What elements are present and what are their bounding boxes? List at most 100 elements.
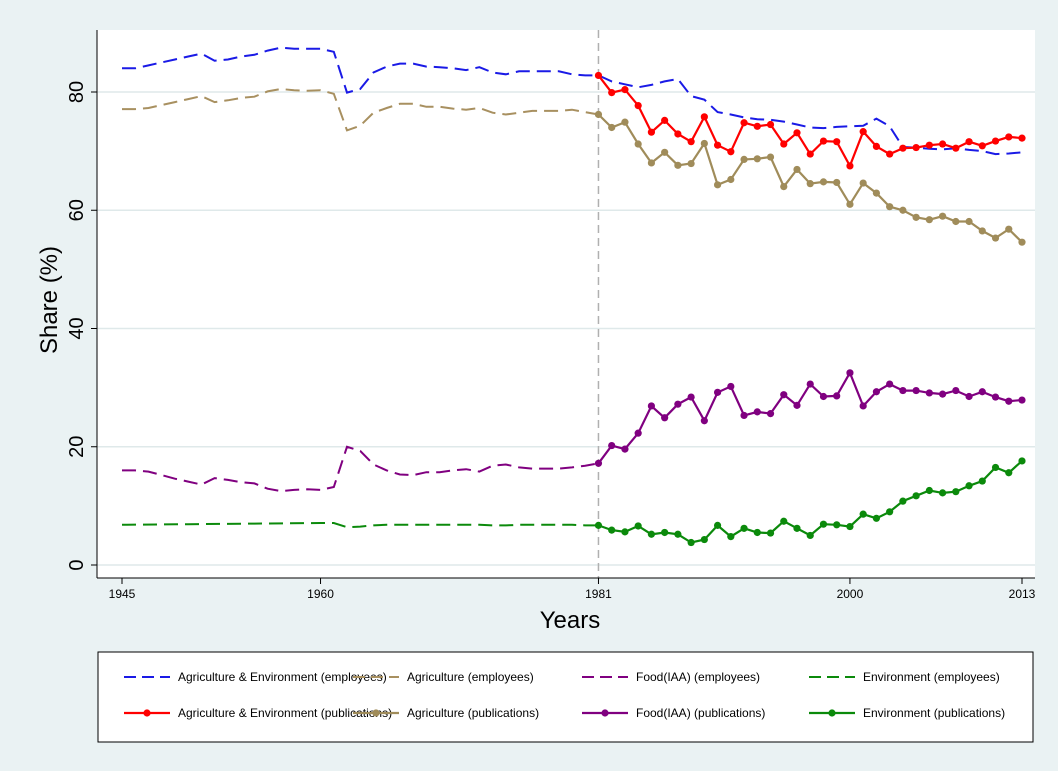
point-agriculture-environment-publications-2007	[938, 140, 947, 148]
point-food-iaa-publications-2013	[1018, 396, 1026, 404]
point-agriculture-environment-publications-1998	[819, 137, 828, 145]
point-environment-publications-1982	[608, 526, 616, 534]
point-environment-publications-1985	[647, 530, 656, 538]
point-food-iaa-publications-1982	[608, 441, 616, 450]
legend-marker-agriculture-publications	[372, 709, 380, 717]
point-agriculture-environment-publications-1989	[700, 113, 708, 121]
point-agriculture-environment-publications-1983	[621, 86, 629, 94]
plot-area	[97, 30, 1035, 578]
legend-item-environment-employees: Environment (employees)	[809, 670, 1000, 684]
point-agriculture-publications-2009	[965, 217, 973, 226]
point-agriculture-environment-publications-2001	[859, 128, 867, 136]
point-agriculture-publications-1985	[647, 159, 656, 167]
point-agriculture-publications-2011	[991, 234, 1000, 242]
point-agriculture-environment-publications-2012	[1005, 133, 1013, 141]
y-tick-label-80: 80	[66, 81, 88, 103]
point-agriculture-environment-publications-1981	[594, 71, 603, 80]
point-environment-publications-1988	[687, 538, 695, 547]
point-agriculture-publications-1989	[700, 139, 708, 148]
point-food-iaa-publications-2011	[991, 393, 1000, 401]
point-agriculture-publications-1999	[833, 178, 841, 187]
point-agriculture-publications-1983	[621, 118, 629, 126]
point-agriculture-environment-publications-2008	[952, 144, 960, 152]
point-agriculture-environment-publications-2011	[991, 137, 1000, 145]
legend-label-environment-employees: Environment (employees)	[863, 670, 1000, 684]
point-environment-publications-1989	[700, 535, 708, 544]
point-agriculture-environment-publications-1995	[780, 140, 788, 148]
x-tick-label-2013: 2013	[1009, 587, 1036, 601]
point-environment-publications-1994	[766, 529, 775, 537]
point-agriculture-publications-2012	[1005, 225, 1013, 233]
point-agriculture-environment-publications-1991	[727, 148, 735, 156]
point-agriculture-publications-1994	[766, 153, 775, 161]
point-agriculture-publications-1988	[687, 159, 695, 168]
point-food-iaa-publications-1991	[727, 382, 735, 391]
point-agriculture-publications-2004	[899, 206, 907, 214]
point-agriculture-publications-1991	[727, 175, 735, 184]
point-environment-publications-1991	[727, 533, 735, 541]
point-environment-publications-1984	[634, 522, 642, 530]
point-food-iaa-publications-1994	[766, 410, 775, 418]
point-food-iaa-publications-2000	[846, 369, 854, 377]
point-agriculture-environment-publications-1987	[674, 130, 682, 138]
point-agriculture-environment-publications-1990	[713, 141, 722, 149]
point-food-iaa-publications-1981	[594, 459, 603, 467]
point-agriculture-publications-1981	[594, 110, 603, 119]
line-agriculture-environment-employees	[122, 46, 1023, 156]
point-agriculture-publications-1992	[740, 155, 748, 164]
x-tick-label-1960: 1960	[307, 587, 334, 601]
legend-item-agriculture-environment-employees: Agriculture & Environment (employees)	[124, 670, 387, 684]
point-environment-publications-2009	[965, 482, 973, 490]
point-food-iaa-publications-2002	[872, 388, 881, 396]
point-environment-publications-1992	[740, 524, 748, 532]
series-lines	[121, 46, 1026, 547]
point-food-iaa-publications-1984	[634, 429, 642, 437]
legend-label-food-iaa-publications: Food(IAA) (publications)	[636, 706, 765, 720]
point-food-iaa-publications-2012	[1005, 397, 1013, 405]
point-food-iaa-publications-1985	[647, 402, 656, 410]
legend-item-agriculture-publications: Agriculture (publications)	[353, 706, 539, 720]
point-food-iaa-publications-1992	[740, 411, 748, 420]
point-environment-publications-2012	[1005, 469, 1013, 477]
y-tick-label-20: 20	[66, 436, 88, 458]
point-agriculture-publications-1987	[674, 161, 682, 169]
legend-label-environment-publications: Environment (publications)	[863, 706, 1005, 720]
point-environment-publications-1998	[819, 520, 828, 528]
series-food-iaa-publications	[594, 369, 1026, 467]
legend-marker-environment-publications	[828, 709, 836, 717]
legend-item-food-iaa-employees: Food(IAA) (employees)	[582, 670, 760, 684]
y-tick-label-0: 0	[66, 559, 88, 570]
point-agriculture-environment-publications-2005	[912, 143, 920, 152]
series-environment-publications	[594, 457, 1026, 547]
legend-item-agriculture-environment-publications: Agriculture & Environment (publications)	[124, 706, 392, 720]
y-tick-label-60: 60	[66, 199, 88, 221]
point-food-iaa-publications-1986	[661, 414, 669, 422]
y-tick-label-40: 40	[66, 317, 88, 339]
point-agriculture-environment-publications-2009	[965, 138, 973, 146]
point-agriculture-environment-publications-1992	[740, 119, 748, 127]
point-food-iaa-publications-2003	[886, 380, 894, 388]
line-environment-employees	[121, 522, 599, 529]
point-environment-publications-2006	[925, 486, 933, 495]
point-environment-publications-2005	[912, 492, 920, 500]
point-food-iaa-publications-2009	[965, 392, 973, 401]
point-environment-publications-1999	[833, 521, 841, 529]
point-environment-publications-2008	[952, 488, 960, 496]
point-food-iaa-publications-2001	[859, 402, 867, 410]
point-environment-publications-2001	[859, 510, 867, 518]
point-agriculture-publications-2003	[886, 203, 894, 211]
series-food-iaa-employees	[122, 445, 599, 493]
point-agriculture-environment-publications-2000	[846, 162, 854, 170]
point-agriculture-environment-publications-2004	[899, 144, 907, 152]
point-food-iaa-publications-1998	[819, 392, 828, 401]
point-agriculture-publications-1998	[819, 178, 828, 186]
point-environment-publications-2003	[886, 508, 894, 516]
x-tick-label-1981: 1981	[585, 587, 612, 601]
legend-label-agriculture-environment-employees: Agriculture & Environment (employees)	[178, 670, 387, 684]
point-agriculture-publications-1986	[661, 148, 669, 156]
point-environment-publications-2011	[991, 463, 1000, 472]
point-environment-publications-1995	[780, 517, 788, 525]
x-axis-label: Years	[540, 607, 601, 634]
point-environment-publications-1993	[753, 528, 761, 537]
